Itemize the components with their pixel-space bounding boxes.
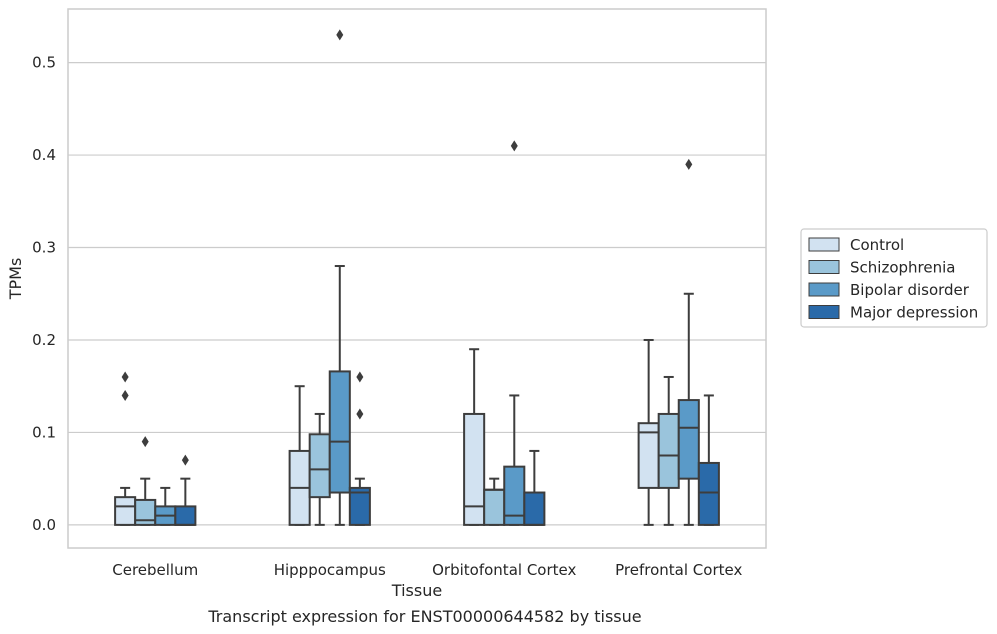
box-major-depression	[523, 449, 546, 526]
x-tick-label: Prefrontal Cortex	[615, 561, 742, 579]
outlier-point	[356, 408, 364, 420]
legend-item: Major depression	[808, 304, 978, 322]
box-iqr	[328, 370, 351, 494]
box-schizophrenia	[134, 436, 157, 526]
outlier-point	[356, 371, 364, 383]
box-schizophrenia	[308, 412, 331, 526]
box-iqr	[483, 488, 506, 526]
legend-frame	[800, 228, 988, 328]
outlier-point	[685, 158, 693, 170]
legend-swatch	[808, 282, 840, 297]
outlier-point	[510, 140, 518, 152]
legend-label: Bipolar disorder	[850, 281, 970, 299]
legend-label: Control	[850, 236, 904, 254]
x-tick-label: Orbitofontal Cortex	[432, 561, 576, 579]
box-iqr	[174, 505, 197, 526]
box-major-depression	[174, 454, 197, 526]
box-iqr	[308, 433, 331, 499]
legend-swatch	[808, 260, 840, 274]
y-tick-label: 0.0	[32, 516, 56, 534]
y-tick-label: 0.1	[32, 423, 56, 441]
y-axis-ticks: 0.0 0.1 0.2 0.3 0.4 0.5	[32, 54, 56, 534]
box-iqr	[348, 486, 371, 526]
legend-label: Schizophrenia	[850, 259, 955, 277]
outlier-point	[141, 436, 149, 448]
box-control	[637, 338, 660, 526]
box-bipolar-disorder	[677, 158, 700, 526]
box-iqr	[463, 412, 486, 526]
box-control	[288, 385, 311, 526]
y-axis-label: TPMs	[6, 258, 25, 301]
box-bipolar-disorder	[328, 29, 351, 526]
legend-item: Schizophrenia	[808, 259, 955, 277]
legend-swatch	[808, 305, 840, 319]
box-iqr	[697, 461, 720, 526]
legend: Control Schizophrenia Bipolar disorder Majo…	[800, 228, 988, 328]
legend-swatch	[808, 237, 840, 252]
box-major-depression	[348, 371, 371, 526]
box-bipolar-disorder	[154, 486, 177, 526]
box-control	[463, 348, 486, 526]
box-major-depression	[697, 394, 720, 526]
y-tick-label: 0.4	[32, 146, 56, 164]
legend-item: Control	[808, 236, 904, 254]
box-schizophrenia	[483, 477, 506, 526]
outlier-point	[121, 389, 129, 401]
y-tick-label: 0.2	[32, 331, 56, 349]
box-iqr	[657, 412, 680, 489]
outlier-point	[181, 454, 189, 466]
outlier-point	[121, 371, 129, 383]
box-iqr	[677, 399, 700, 480]
x-tick-label: Cerebellum	[112, 561, 198, 579]
boxes	[114, 29, 720, 526]
box-schizophrenia	[657, 375, 680, 526]
box-bipolar-disorder	[503, 140, 526, 526]
outlier-point	[336, 29, 344, 41]
x-tick-label: Hipppocampus	[274, 561, 386, 579]
figure-caption: Transcript expression for ENST0000064458…	[207, 607, 641, 626]
y-tick-label: 0.3	[32, 239, 56, 257]
legend-item: Bipolar disorder	[808, 281, 970, 299]
plot-area-frame	[67, 8, 767, 549]
legend-label: Major depression	[850, 304, 978, 322]
x-axis-label: Tissue	[391, 581, 442, 600]
x-axis-ticks: Cerebellum Hipppocampus Orbitofontal Corte…	[112, 561, 742, 579]
y-tick-label: 0.5	[32, 54, 56, 72]
box-iqr	[114, 496, 137, 526]
box-control	[114, 371, 137, 526]
box-iqr	[523, 491, 546, 526]
